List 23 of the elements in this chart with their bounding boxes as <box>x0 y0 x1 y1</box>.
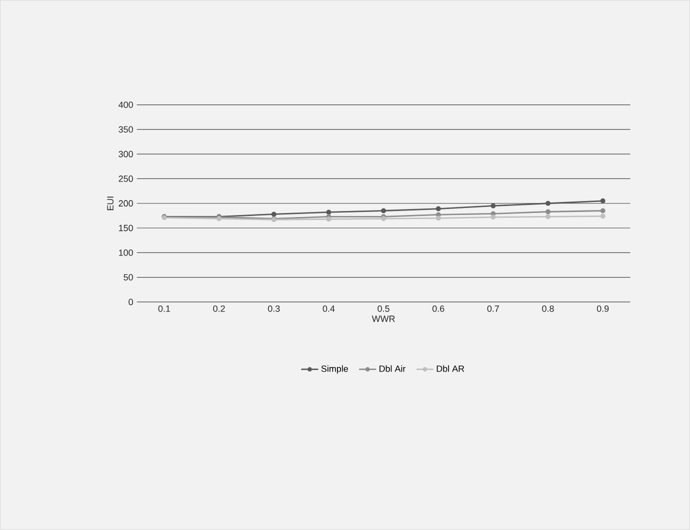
y-tick-label: 250 <box>118 176 133 182</box>
x-axis-title: WWR <box>372 316 395 322</box>
x-tick-label: 0.2 <box>213 306 225 312</box>
y-tick-label: 150 <box>119 224 133 232</box>
x-tick-label: 0.9 <box>596 306 609 312</box>
legend-label: Dbl AR <box>436 365 464 372</box>
legend-label: Simple <box>321 365 348 374</box>
x-tick-label: 0.8 <box>542 306 554 312</box>
y-tick-label: 400 <box>118 102 133 108</box>
y-tick-label: 100 <box>119 250 133 256</box>
y-tick-label: 350 <box>118 126 133 133</box>
y-tick-label: 300 <box>118 150 133 158</box>
x-tick-label: 0.6 <box>432 306 444 312</box>
x-tick-label: 0.3 <box>268 306 280 312</box>
x-tick-label: 0.1 <box>158 306 170 312</box>
y-tick-label: 200 <box>118 200 133 207</box>
x-tick-label: 0.4 <box>322 306 335 312</box>
x-tick-label: 0.5 <box>378 306 390 312</box>
y-tick-label: 50 <box>124 274 133 281</box>
x-tick-label: 0.7 <box>487 306 499 312</box>
y-axis-title: EUI <box>107 196 114 210</box>
legend-label: Dbl Air <box>380 365 406 372</box>
y-tick-label: 0 <box>128 298 133 306</box>
